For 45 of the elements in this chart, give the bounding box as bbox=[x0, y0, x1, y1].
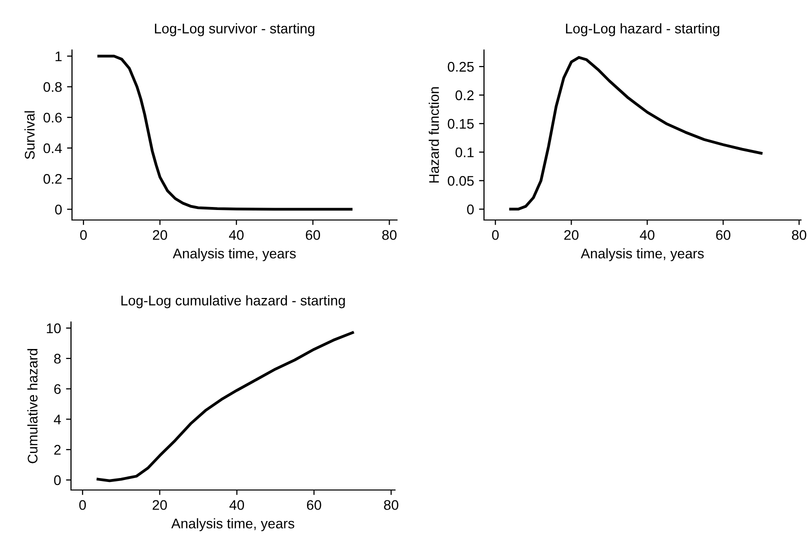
y-tick-label: 2 bbox=[54, 444, 61, 455]
x-tick-label: 60 bbox=[306, 500, 322, 510]
x-tick-label: 20 bbox=[564, 230, 578, 240]
x-tick-label: 0 bbox=[80, 230, 87, 240]
y-tick-label: 1 bbox=[56, 52, 62, 62]
y-tick-label: 0 bbox=[467, 204, 474, 214]
y-tick-label: 0.05 bbox=[448, 176, 474, 186]
x-tick-label: 0 bbox=[79, 500, 86, 510]
y-tick-label: 6 bbox=[54, 384, 61, 394]
chart-title: Log-Log survivor - starting bbox=[154, 23, 314, 36]
x-tick-label: 20 bbox=[152, 500, 167, 510]
x-axis-title: Analysis time, years bbox=[171, 518, 294, 532]
y-tick-label: 0.8 bbox=[44, 82, 62, 92]
x-tick-label: 80 bbox=[792, 230, 806, 240]
y-axis-title: Survival bbox=[24, 111, 35, 160]
x-tick-label: 40 bbox=[229, 500, 244, 510]
y-axis-title: Cumulative hazard bbox=[27, 348, 38, 464]
x-tick-label: 40 bbox=[229, 230, 244, 240]
y-tick-label: 8 bbox=[54, 354, 61, 364]
y-tick-label: 4 bbox=[54, 414, 61, 424]
y-tick-label: 0.15 bbox=[448, 118, 474, 129]
y-axis-title: Hazard function bbox=[428, 87, 439, 182]
line-series bbox=[509, 56, 763, 211]
x-tick-label: 20 bbox=[152, 230, 168, 240]
y-tick-label: 0.2 bbox=[44, 174, 62, 184]
y-tick-label: 0.4 bbox=[44, 143, 62, 154]
y-tick-label: 0 bbox=[55, 204, 62, 214]
x-tick-label: 60 bbox=[306, 230, 320, 240]
y-tick-label: 0.1 bbox=[456, 147, 474, 158]
line-series bbox=[96, 331, 354, 482]
y-tick-label: 0.2 bbox=[456, 90, 474, 100]
line-series bbox=[97, 54, 353, 211]
x-tick-label: 80 bbox=[382, 230, 397, 240]
y-tick-label: 0.25 bbox=[448, 62, 474, 72]
x-tick-label: 40 bbox=[640, 230, 654, 240]
y-tick-label: 0 bbox=[54, 475, 61, 486]
x-tick-label: 60 bbox=[716, 230, 730, 240]
y-tick-label: 0.6 bbox=[44, 112, 62, 123]
chart-title: Log-Log cumulative hazard - starting bbox=[121, 295, 345, 308]
chart-title: Log-Log hazard - starting bbox=[566, 23, 720, 36]
x-tick-label: 80 bbox=[384, 500, 398, 510]
x-axis-title: Analysis time, years bbox=[580, 248, 704, 262]
y-tick-label: 10 bbox=[46, 323, 61, 334]
x-tick-label: 0 bbox=[492, 230, 499, 240]
x-axis-title: Analysis time, years bbox=[172, 248, 296, 262]
